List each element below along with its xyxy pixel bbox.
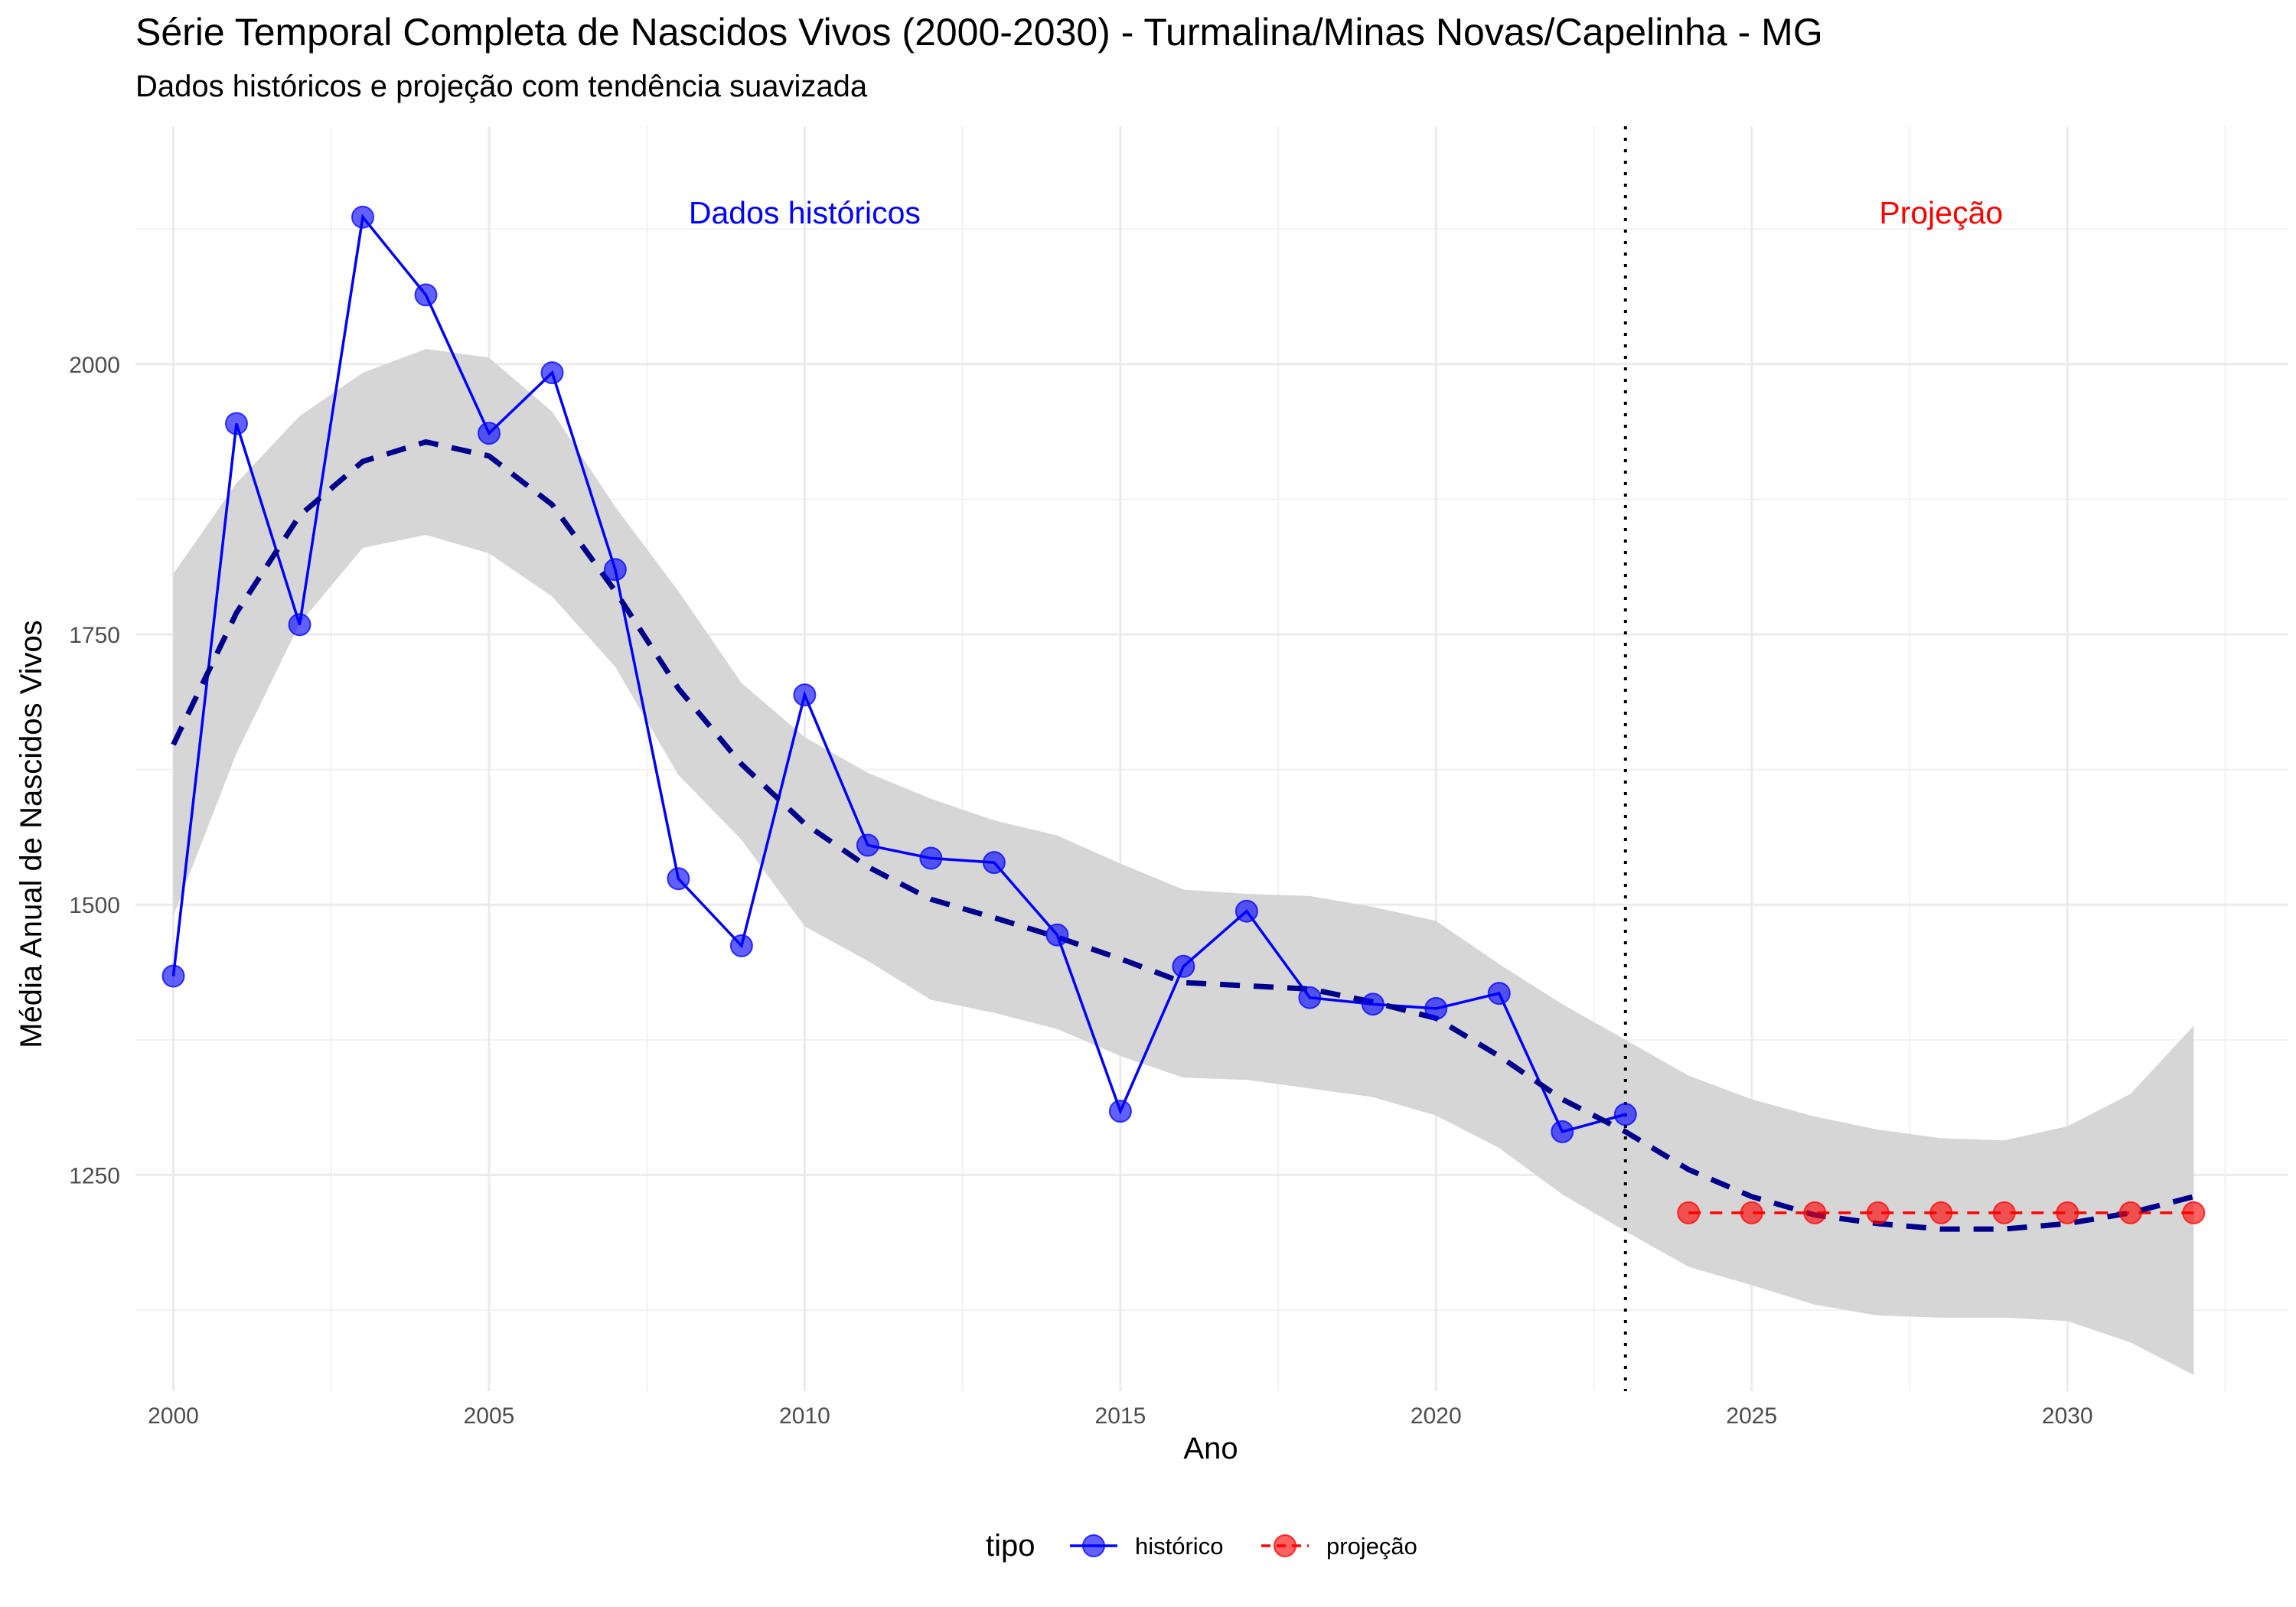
legend-label: projeção: [1326, 1533, 1417, 1560]
x-axis-title: Ano: [1183, 1432, 1238, 1465]
data-point: [1613, 1103, 1637, 1126]
data-point: [1487, 982, 1511, 1006]
legend: tipo histórico projeção: [986, 1529, 1417, 1563]
data-point: [540, 361, 564, 385]
y-axis-ticks: 1250 1500 1750 2000: [69, 353, 120, 1189]
data-point: [1108, 1100, 1132, 1123]
legend-key-point: [1082, 1534, 1105, 1557]
x-axis-ticks: 2000 2005 2010 2015 2020 2025 2030: [148, 1403, 2093, 1429]
y-tick-label: 1500: [69, 893, 120, 918]
data-point: [1740, 1201, 1763, 1224]
smooth-trend-layer: [171, 439, 2195, 1232]
data-point: [919, 846, 943, 870]
data-point: [1361, 993, 1384, 1016]
data-point: [1234, 899, 1258, 923]
y-axis-title: Média Anual de Nascidos Vivos: [15, 620, 48, 1048]
data-point: [2118, 1201, 2142, 1224]
legend-title: tipo: [986, 1529, 1035, 1563]
x-tick-label: 2000: [148, 1403, 199, 1429]
data-point: [1677, 1201, 1701, 1224]
data-point: [288, 613, 311, 637]
data-point: [2182, 1201, 2206, 1224]
data-point: [2056, 1201, 2079, 1224]
annotations: Dados históricos Projeção: [689, 195, 2003, 230]
legend-items: histórico projeção: [1070, 1533, 1417, 1560]
confidence-band: [173, 349, 2194, 1375]
data-point: [1551, 1120, 1574, 1143]
x-tick-label: 2025: [1726, 1403, 1777, 1429]
data-point: [351, 205, 374, 229]
data-point: [729, 934, 753, 957]
data-point: [225, 412, 248, 435]
x-tick-label: 2010: [779, 1403, 830, 1429]
data-point: [1992, 1201, 2016, 1224]
data-point: [982, 851, 1006, 875]
data-point: [1298, 986, 1322, 1009]
x-tick-label: 2015: [1095, 1403, 1146, 1429]
y-tick-label: 1250: [69, 1163, 120, 1188]
chart-subtitle: Dados históricos e projeção com tendênci…: [135, 70, 868, 103]
data-point: [1803, 1201, 1827, 1224]
data-point: [1929, 1201, 1953, 1224]
annotation-label: Projeção: [1879, 195, 2003, 230]
data-point: [414, 283, 438, 307]
legend-label: histórico: [1135, 1533, 1223, 1560]
major-grid: [135, 126, 2288, 1391]
data-point: [667, 867, 690, 891]
data-point: [1866, 1201, 1890, 1224]
data-point: [1172, 954, 1195, 978]
y-tick-label: 2000: [69, 353, 120, 378]
y-tick-label: 1750: [69, 623, 120, 648]
data-point: [793, 683, 817, 707]
x-tick-label: 2020: [1411, 1403, 1462, 1429]
x-tick-label: 2030: [2042, 1403, 2093, 1429]
smooth-trend-line: [171, 439, 2195, 1232]
data-point: [856, 833, 879, 857]
data-point: [161, 964, 185, 988]
chart-title: Série Temporal Completa de Nascidos Vivo…: [135, 11, 1823, 54]
confidence-band-layer: [173, 349, 2194, 1375]
annotation-label: Dados históricos: [689, 195, 921, 230]
data-point: [1424, 996, 1448, 1020]
data-point: [603, 558, 627, 582]
x-tick-label: 2005: [464, 1403, 515, 1429]
data-point: [478, 422, 501, 445]
data-point: [1045, 923, 1069, 947]
legend-key-point: [1274, 1534, 1296, 1557]
data-points: [161, 205, 2206, 1224]
